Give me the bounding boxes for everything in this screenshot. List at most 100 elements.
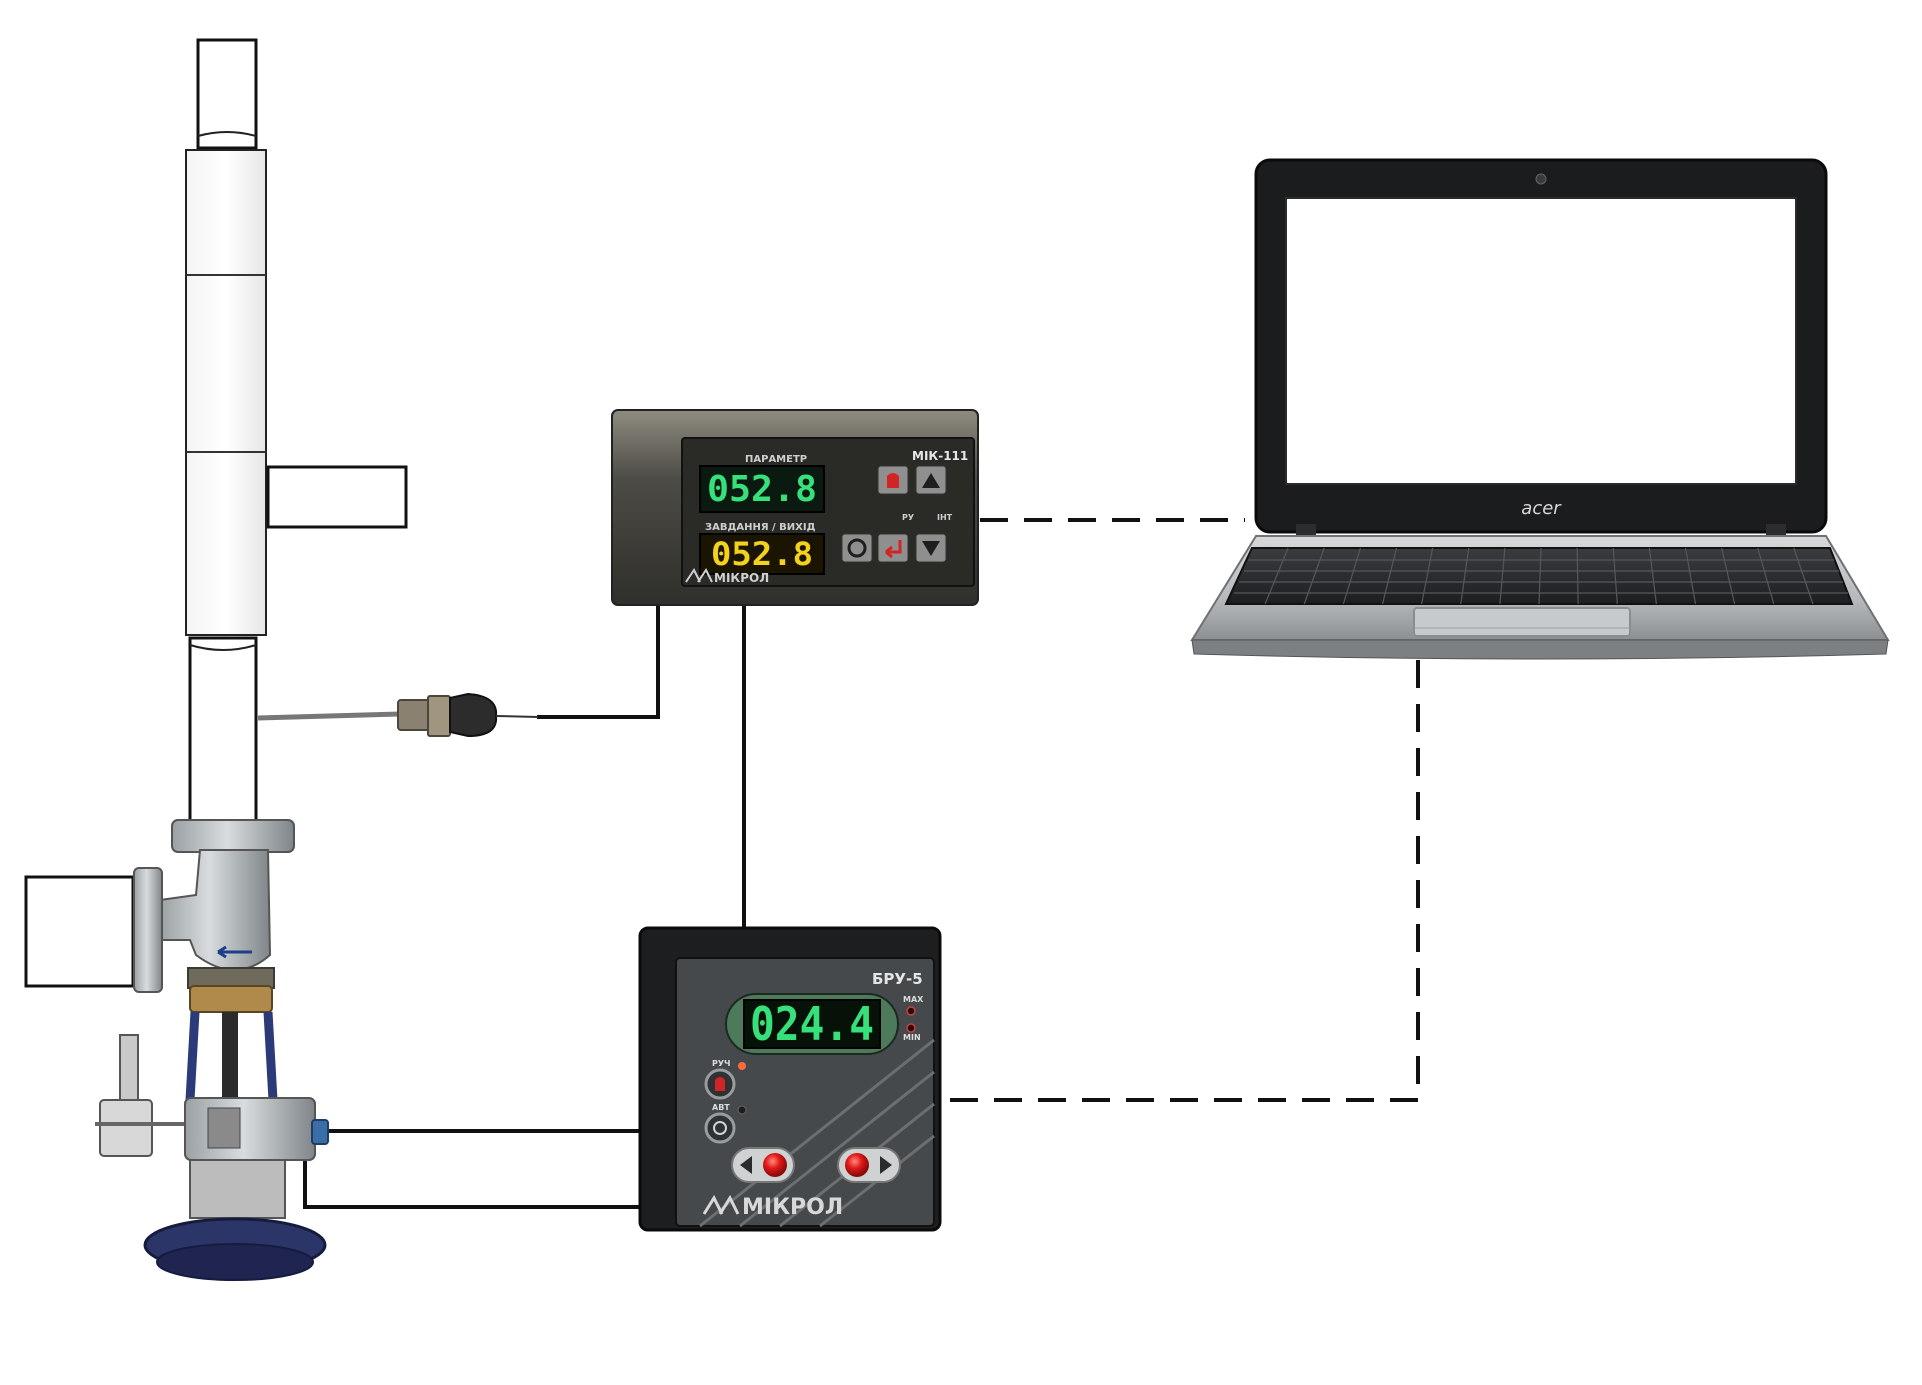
bru-5-manual-button[interactable] [704,1068,736,1100]
keyboard-key-separator [1342,547,1361,605]
laptop-brand: acer [1521,498,1562,519]
valve-bonnet-ring [189,985,273,1013]
laptop: acer [1190,158,1890,660]
actuator-connector [311,1119,329,1145]
bru-5-max-label: MAX [903,995,924,1004]
actuator-stem [222,1012,238,1102]
laptop-hinge-left [1296,524,1316,538]
valve-top-flange [171,819,295,853]
actuator-diaphragm-lower [156,1243,314,1281]
bru-5-auto-led [737,1105,747,1115]
laptop-touchpad [1413,607,1631,637]
bru-5-manual-label: РУЧ [712,1059,731,1068]
bru-5-max-led [906,1006,916,1016]
bru-5-auto-button[interactable] [704,1112,736,1144]
actuator-wire-2 [303,1155,678,1209]
pipe-side-branch [266,465,408,529]
control-valve [24,819,329,1281]
mik-111-mode-button[interactable] [841,533,873,563]
keyboard-key-separator [1499,547,1506,605]
keyboard-key-separator [1721,547,1736,605]
mikrol-logo-icon [685,568,713,583]
keyboard-key-separator [1684,547,1697,605]
bru-5-min-label: MIN [903,1033,921,1042]
laptop-bru-dashed-link [950,660,1420,1102]
flow-direction-arrow [217,945,252,959]
mik-111-setpoint-label: ЗАВДАННЯ / ВИХІД [705,522,816,533]
circle-icon [847,538,867,558]
pipe-lower-section [188,636,258,828]
bru-5-auto-label: АВТ [712,1103,730,1112]
mik-111-manual-button[interactable] [877,465,909,495]
valve-side-flange [133,867,163,993]
bru-5-min-led [906,1023,916,1033]
laptop-keyboard [1224,547,1854,605]
pipe-top-stub [196,38,258,150]
mik-111-down-button[interactable] [915,533,947,563]
enter-icon [885,540,902,559]
keyboard-key-separator [1793,547,1814,605]
pipe-main-body [185,149,267,636]
keyboard-key-columns [1264,547,1814,605]
laptop-front-edge [1191,639,1889,660]
keyboard-key-separator [1381,547,1398,605]
mik-111-int-label: ІНТ [937,513,953,522]
mikrol-logo-icon [702,1194,740,1215]
sensor-cable [495,715,539,718]
mik-111-up-button[interactable] [915,465,947,495]
sensor-nut [427,695,451,737]
keyboard-key-separator [1757,547,1775,605]
keyboard-key-separator [1303,547,1325,605]
mik-111-controller: ПАРАМЕТР МІК-111 052.8 ЗАВДАННЯ / ВИХІД … [611,409,979,606]
keyboard-key-separator [1538,547,1542,605]
mik-111-top-display: 052.8 [707,469,817,510]
keyboard-key-separator [1421,547,1434,605]
keyboard-key-separator [1648,547,1657,605]
keyboard-key-separator [1264,547,1289,605]
actuator-yoke [185,1011,278,1101]
sensor-probe [257,711,401,721]
temperature-sensor [257,692,539,738]
keyboard-key-separator [1460,547,1470,605]
bru-5-control-unit: БРУ-5 024.4 MAX MIN РУЧ АВТ [638,926,942,1232]
hand-icon [887,473,899,488]
pipe-lower-joint [189,644,257,651]
mik-111-ru-label: РУ [902,513,914,522]
webcam-icon [1535,173,1547,185]
bru-5-display: 024.4 [750,997,874,1051]
bru-5-manual-led [738,1062,746,1070]
laptop-hinge-right [1766,524,1786,538]
bru-5-decrease-button[interactable] [731,1147,795,1183]
actuator-plate [207,1107,241,1149]
bru-5-brand: МІКРОЛ [742,1195,843,1220]
sensor-head [449,692,498,738]
bru-5-model-label: БРУ-5 [872,970,923,988]
mik-111-model-label: МІК-111 [912,449,968,463]
valve-body [159,849,272,971]
actuator-motor [184,1097,316,1161]
positioner-body [99,1099,153,1157]
pipe-column [185,38,408,828]
mik-111-enter-button[interactable] [877,533,909,563]
circle-icon [713,1121,727,1135]
mik-111-parameter-label: ПАРАМЕТР [745,454,807,465]
mik-111-bottom-display-frame [699,533,825,575]
arrow-down-icon [922,541,940,556]
hand-icon [715,1077,725,1091]
arrow-up-icon [922,473,940,488]
wiring [303,518,1420,1209]
mik-111-bottom-display: 052.8 [711,535,813,573]
arrow-left-icon [740,1156,752,1174]
mik-111-top-display-frame [699,465,825,513]
mik-111-brand: МІКРОЛ [714,571,769,585]
keyboard-key-separator [1576,547,1579,605]
sensor-wire [537,585,660,719]
pipe-top-joint [197,131,257,137]
bru-5-increase-button[interactable] [837,1147,901,1183]
laptop-screen [1285,197,1797,485]
actuator-mount [189,1159,286,1219]
arrow-right-icon [880,1156,892,1174]
keyboard-key-separator [1612,547,1618,605]
valve-inlet-box [24,875,135,988]
